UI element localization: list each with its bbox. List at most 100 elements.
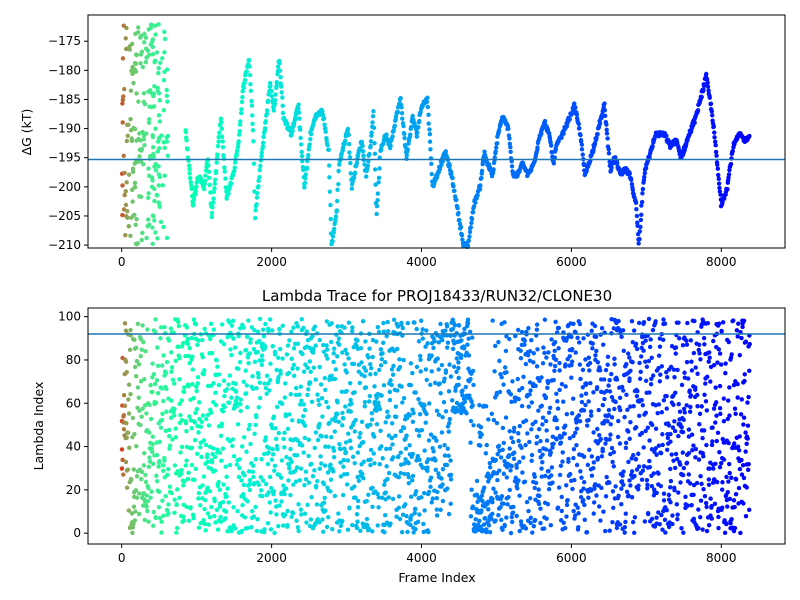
lambda-point bbox=[475, 499, 480, 505]
lambda-point bbox=[216, 479, 221, 485]
lambda-point bbox=[682, 370, 687, 375]
lambda-point bbox=[202, 506, 207, 512]
lambda-point bbox=[296, 418, 302, 423]
delta-g-point bbox=[642, 171, 648, 176]
delta-g-point bbox=[160, 56, 165, 61]
lambda-point bbox=[544, 428, 549, 433]
lambda-point bbox=[621, 388, 626, 393]
delta-g-point bbox=[222, 165, 227, 170]
lambda-point bbox=[366, 526, 372, 532]
lambda-point bbox=[202, 326, 207, 332]
delta-g-point bbox=[542, 118, 548, 124]
lambda-point bbox=[353, 495, 358, 500]
lambda-point bbox=[746, 394, 751, 400]
lambda-point bbox=[487, 465, 493, 470]
lambda-point bbox=[355, 338, 360, 343]
lambda-point bbox=[370, 337, 376, 343]
delta-g-point bbox=[164, 235, 170, 241]
lambda-point bbox=[432, 380, 438, 385]
lambda-point bbox=[496, 443, 502, 449]
lambda-point bbox=[341, 464, 346, 469]
lambda-point bbox=[398, 470, 403, 476]
lambda-point bbox=[316, 397, 321, 403]
lambda-point bbox=[631, 453, 636, 458]
lambda-point bbox=[157, 439, 162, 445]
delta-g-point bbox=[592, 140, 598, 146]
delta-g-point bbox=[145, 223, 150, 229]
delta-g-point bbox=[138, 52, 144, 57]
lambda-point bbox=[511, 504, 516, 510]
lambda-point bbox=[511, 429, 517, 434]
delta-g-point bbox=[240, 95, 245, 100]
lambda-point bbox=[400, 400, 405, 405]
lambda-x-tick-label: 8000 bbox=[706, 551, 737, 565]
lambda-point bbox=[360, 471, 365, 477]
lambda-point bbox=[397, 357, 402, 362]
lambda-point bbox=[294, 453, 300, 458]
lambda-point bbox=[564, 514, 569, 519]
lambda-point bbox=[417, 412, 423, 417]
lambda-point bbox=[510, 379, 515, 384]
lambda-point bbox=[329, 321, 334, 326]
lambda-point bbox=[512, 399, 518, 404]
lambda-point bbox=[305, 502, 310, 507]
lambda-point bbox=[340, 410, 345, 416]
lambda-point bbox=[695, 392, 700, 398]
lambda-point bbox=[263, 385, 269, 391]
delta-g-point bbox=[134, 138, 139, 143]
lambda-point bbox=[352, 484, 357, 489]
lambda-point bbox=[394, 346, 400, 352]
lambda-point bbox=[296, 502, 301, 507]
lambda-point bbox=[331, 454, 337, 460]
lambda-point bbox=[580, 385, 586, 390]
lambda-point bbox=[523, 361, 529, 367]
lambda-point bbox=[557, 387, 562, 393]
lambda-point bbox=[658, 450, 664, 456]
lambda-point bbox=[732, 525, 738, 531]
lambda-point bbox=[344, 388, 349, 394]
lambda-point bbox=[673, 465, 678, 471]
lambda-point bbox=[698, 498, 704, 503]
lambda-point bbox=[387, 397, 393, 403]
delta-g-point bbox=[604, 127, 609, 132]
lambda-point bbox=[223, 509, 229, 514]
lambda-point bbox=[546, 410, 552, 415]
lambda-point bbox=[501, 382, 506, 387]
lambda-point bbox=[266, 328, 271, 334]
lambda-point bbox=[490, 496, 495, 502]
delta-g-point bbox=[135, 30, 141, 35]
delta-g-point bbox=[467, 229, 473, 235]
delta-g-point bbox=[206, 169, 212, 174]
delta-g-point bbox=[299, 149, 304, 155]
lambda-point bbox=[218, 433, 224, 439]
lambda-point bbox=[581, 336, 586, 341]
lambda-point bbox=[211, 399, 216, 405]
delta-g-point bbox=[219, 126, 224, 131]
lambda-point bbox=[279, 401, 285, 407]
delta-g-point bbox=[124, 180, 129, 185]
lambda-point bbox=[656, 443, 662, 448]
lambda-point bbox=[253, 412, 259, 418]
lambda-point bbox=[358, 345, 364, 351]
lambda-point bbox=[428, 475, 434, 480]
delta-g-point bbox=[443, 149, 449, 154]
lambda-point bbox=[689, 368, 695, 373]
delta-g-point bbox=[716, 176, 721, 182]
lambda-point bbox=[677, 409, 683, 414]
lambda-point bbox=[555, 425, 560, 431]
delta-g-point bbox=[132, 180, 138, 186]
lambda-point bbox=[737, 434, 742, 439]
delta-g-point bbox=[221, 153, 226, 158]
lambda-point bbox=[493, 490, 498, 495]
lambda-point bbox=[517, 493, 522, 498]
lambda-point bbox=[281, 436, 286, 442]
delta-g-x-tick-label: 2000 bbox=[256, 255, 287, 269]
lambda-point bbox=[443, 409, 449, 414]
lambda-point bbox=[338, 446, 343, 452]
delta-g-point bbox=[263, 119, 268, 124]
lambda-point bbox=[202, 521, 208, 527]
lambda-point bbox=[200, 337, 205, 343]
lambda-point bbox=[408, 522, 413, 527]
lambda-point bbox=[736, 485, 742, 491]
lambda-point bbox=[159, 519, 164, 524]
